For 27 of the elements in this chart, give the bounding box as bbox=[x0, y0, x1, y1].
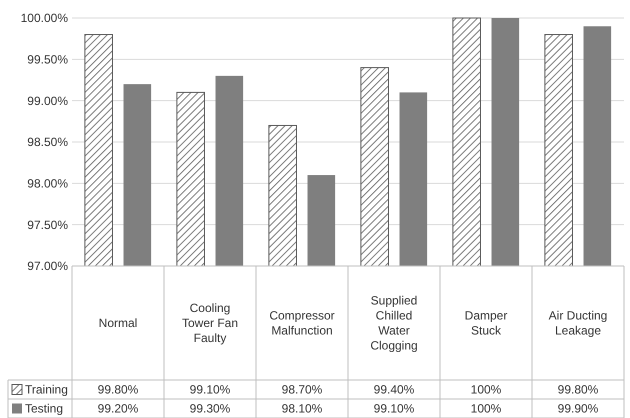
y-tick-label: 98.50% bbox=[27, 135, 68, 150]
y-tick-label: 97.50% bbox=[27, 218, 68, 232]
y-tick-label: 98.00% bbox=[27, 176, 68, 191]
legend-label: Testing bbox=[25, 402, 64, 416]
x-tick-label: Damper Stuck bbox=[464, 308, 508, 338]
x-tick-label: Cooling Tower Fan Faulty bbox=[182, 301, 238, 346]
y-tick-label: 99.50% bbox=[27, 52, 68, 67]
data-label: 98.70% bbox=[282, 382, 323, 397]
data-label: 99.10% bbox=[374, 402, 415, 416]
data-label: 98.10% bbox=[282, 402, 323, 416]
data-label: 100% bbox=[470, 402, 502, 416]
data-label: 99.40% bbox=[374, 382, 415, 397]
data-label: 99.30% bbox=[190, 402, 231, 416]
data-label: 99.80% bbox=[558, 382, 599, 397]
data-label: 99.80% bbox=[98, 382, 139, 397]
y-tick-label: 99.00% bbox=[27, 94, 68, 108]
data-label: 100% bbox=[470, 382, 502, 397]
data-label: 99.10% bbox=[190, 382, 231, 397]
y-tick-label: 97.00% bbox=[27, 259, 68, 274]
x-tick-label: Normal bbox=[98, 316, 138, 330]
x-tick-label: Compressor Malfunction bbox=[269, 308, 335, 338]
y-tick-label: 100.00% bbox=[20, 11, 68, 26]
x-tick-label: Supplied Chilled Water Clogging bbox=[370, 294, 418, 353]
data-label: 99.20% bbox=[98, 402, 139, 416]
data-label: 99.90% bbox=[558, 402, 599, 416]
x-tick-label: Air Ducting Leakage bbox=[548, 308, 608, 338]
legend-label: Training bbox=[25, 382, 68, 397]
